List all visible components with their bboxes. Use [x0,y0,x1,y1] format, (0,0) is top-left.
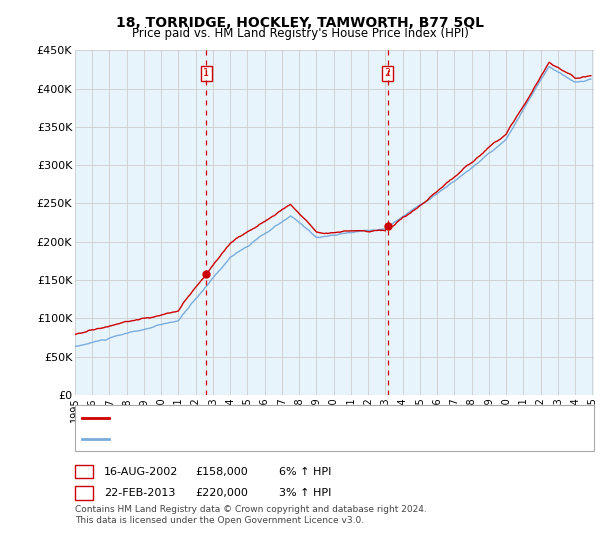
Text: 18, TORRIDGE, HOCKLEY, TAMWORTH, B77 5QL: 18, TORRIDGE, HOCKLEY, TAMWORTH, B77 5QL [116,16,484,30]
Text: 16-AUG-2002: 16-AUG-2002 [104,466,178,477]
Text: 18, TORRIDGE, HOCKLEY, TAMWORTH, B77 5QL (detached house): 18, TORRIDGE, HOCKLEY, TAMWORTH, B77 5QL… [115,413,457,423]
Text: 2: 2 [385,68,391,78]
Text: 6% ↑ HPI: 6% ↑ HPI [279,466,331,477]
Text: 3% ↑ HPI: 3% ↑ HPI [279,488,331,498]
Text: 2: 2 [80,488,88,498]
Text: £158,000: £158,000 [195,466,248,477]
Text: This data is licensed under the Open Government Licence v3.0.: This data is licensed under the Open Gov… [75,516,364,525]
Text: 22-FEB-2013: 22-FEB-2013 [104,488,175,498]
Text: 1: 1 [203,68,209,78]
Text: 1: 1 [80,466,88,477]
Text: Price paid vs. HM Land Registry's House Price Index (HPI): Price paid vs. HM Land Registry's House … [131,27,469,40]
Text: Contains HM Land Registry data © Crown copyright and database right 2024.: Contains HM Land Registry data © Crown c… [75,505,427,514]
Text: £220,000: £220,000 [195,488,248,498]
Text: HPI: Average price, detached house, Tamworth: HPI: Average price, detached house, Tamw… [115,434,359,444]
